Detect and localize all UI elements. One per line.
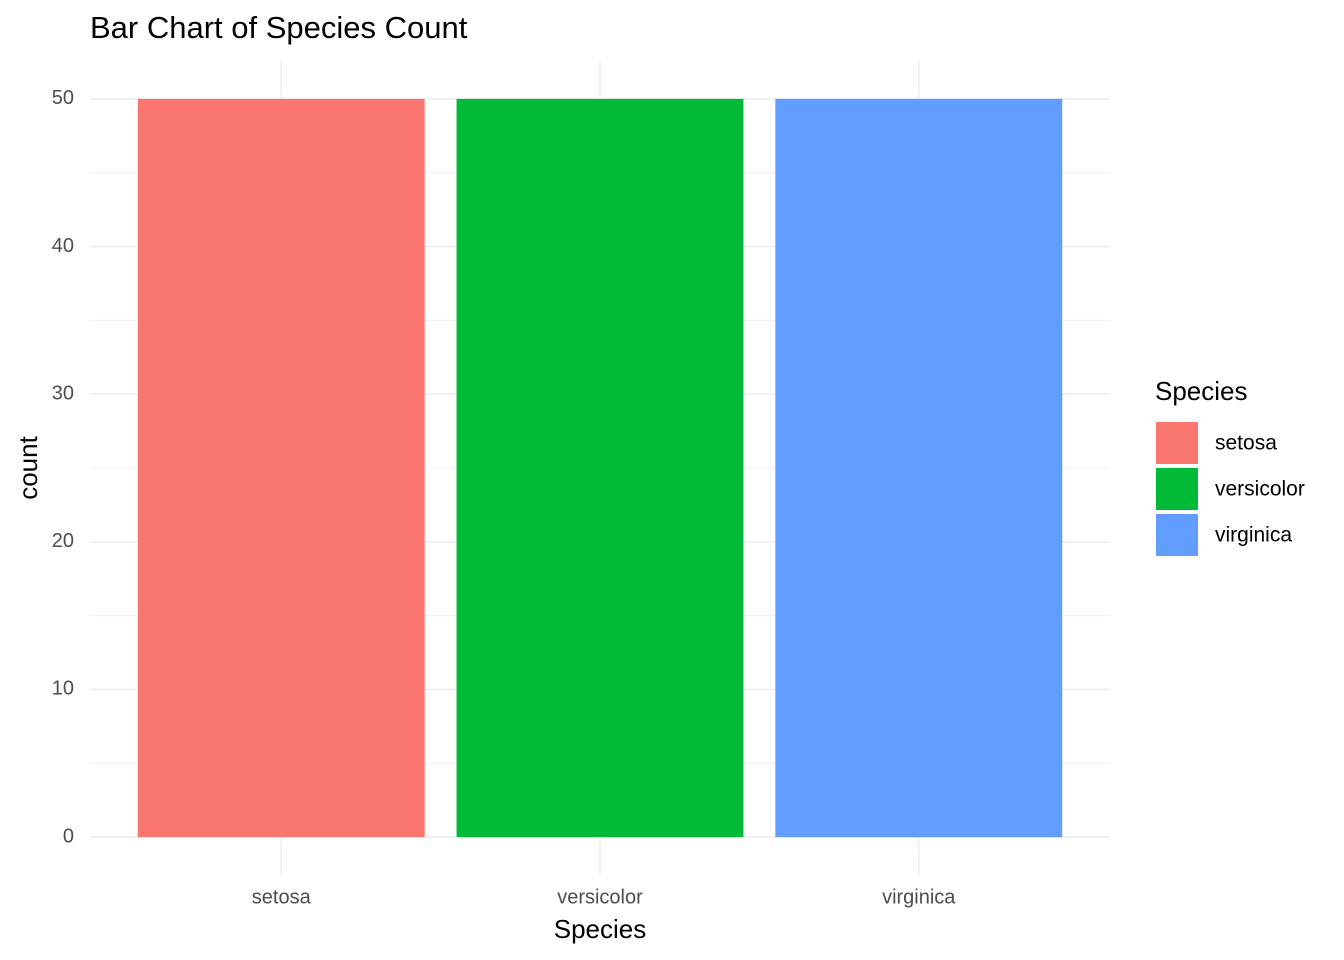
y-tick-label: 0 <box>63 825 74 847</box>
bar <box>775 98 1063 838</box>
y-tick-label: 30 <box>52 382 74 404</box>
legend: Species setosa versicolor virginica <box>1155 376 1305 556</box>
y-tick-label: 10 <box>52 678 74 700</box>
y-tick-label: 40 <box>52 235 74 257</box>
x-axis-title: Species <box>554 914 647 944</box>
x-tick-label: virginica <box>882 886 956 908</box>
x-tick-label: setosa <box>252 886 312 908</box>
legend-swatch <box>1156 468 1198 510</box>
y-tick-label: 20 <box>52 530 74 552</box>
legend-label: setosa <box>1215 432 1277 455</box>
bar <box>456 98 744 838</box>
legend-label: virginica <box>1215 524 1292 547</box>
x-tick-label: versicolor <box>557 886 643 908</box>
bar <box>137 98 425 838</box>
y-axis-title: count <box>13 435 43 499</box>
bars <box>137 98 1063 838</box>
legend-swatch <box>1156 422 1198 464</box>
legend-label: versicolor <box>1215 478 1305 501</box>
legend-title: Species <box>1155 376 1248 406</box>
legend-swatch <box>1156 514 1198 556</box>
chart-title: Bar Chart of Species Count <box>90 10 468 45</box>
y-tick-label: 50 <box>52 87 74 109</box>
